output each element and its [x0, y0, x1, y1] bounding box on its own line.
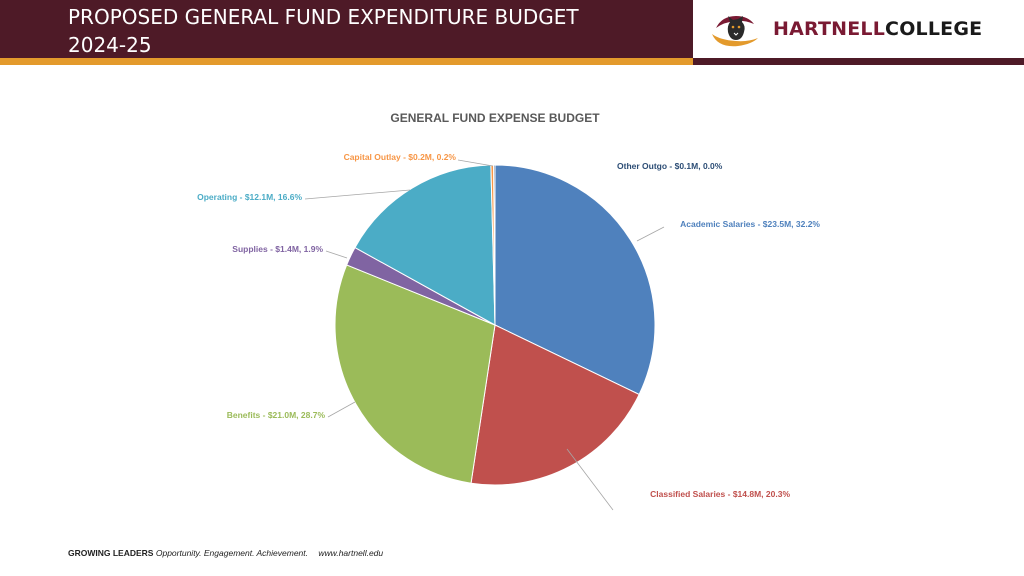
data-label-supplies: Supplies - $1.4M, 1.9%: [232, 244, 323, 254]
data-label-capital-outlay: Capital Outlay - $0.2M, 0.2%: [344, 152, 457, 162]
leader-line-operating: [304, 189, 411, 200]
footer: GROWING LEADERS Opportunity. Engagement.…: [68, 548, 383, 558]
logo-underline: [693, 58, 1024, 65]
leader-line-academic-salaries: [636, 226, 665, 242]
gold-accent-bar: [0, 58, 693, 65]
logo-text-college: COLLEGE: [885, 18, 983, 40]
chart-title: GENERAL FUND EXPENSE BUDGET: [390, 111, 600, 125]
logo-text-hartnell: HARTNELL: [773, 18, 886, 40]
title-line-2: 2024-25: [68, 33, 152, 57]
footer-url-link[interactable]: www.hartnell.edu: [318, 548, 384, 558]
footer-bold-text: GROWING LEADERS: [68, 548, 154, 558]
pie-slice-operating: [354, 164, 496, 326]
pie-slice-benefits: [334, 264, 496, 484]
header-bar: [0, 0, 693, 58]
panther-logo-icon: [712, 16, 758, 47]
pie-slice-other-outgo: [493, 164, 496, 326]
page-title: PROPOSED GENERAL FUND EXPENDITURE BUDGET…: [68, 3, 579, 59]
college-logo-text: HARTNELLCOLLEGE: [773, 18, 982, 40]
leader-line-supplies: [325, 250, 348, 259]
data-label-benefits: Benefits - $21.0M, 28.7%: [227, 410, 326, 420]
leader-line-benefits: [327, 401, 356, 418]
data-label-academic-salaries: Academic Salaries - $23.5M, 32.2%: [680, 219, 820, 229]
title-line-1: PROPOSED GENERAL FUND EXPENDITURE BUDGET: [68, 5, 579, 29]
pie-slice-academic-salaries: [494, 164, 656, 396]
footer-tagline: Opportunity. Engagement. Achievement.: [155, 548, 309, 558]
pie-slice-classified-salaries: [470, 324, 640, 486]
data-label-other-outgo: Other Outgo - $0.1M, 0.0%: [617, 161, 723, 171]
leader-line-capital-outlay: [457, 159, 494, 167]
data-label-operating: Operating - $12.1M, 16.6%: [197, 192, 302, 202]
logo-area: [693, 0, 1024, 58]
data-label-classified-salaries: Classified Salaries - $14.8M, 20.3%: [650, 489, 790, 499]
leader-line-classified-salaries: [566, 448, 614, 511]
